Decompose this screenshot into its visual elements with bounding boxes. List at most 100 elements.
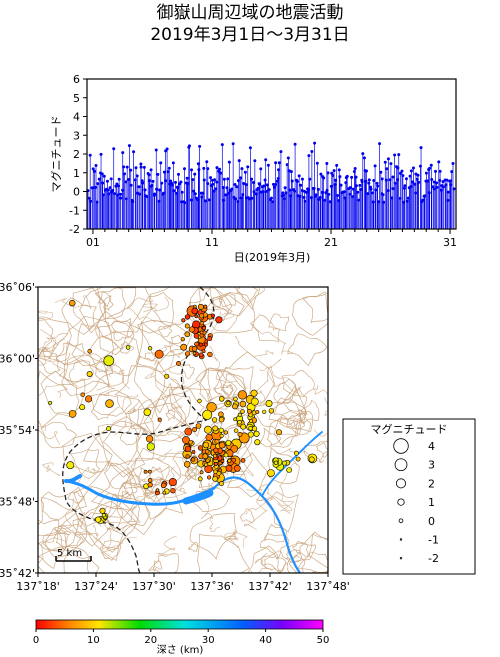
contour-line — [57, 499, 74, 535]
legend-label: 3 — [428, 459, 435, 472]
stem-point — [444, 183, 448, 187]
contour-line — [102, 361, 116, 381]
epicenter-point — [197, 303, 204, 310]
contour-line — [263, 523, 288, 543]
stem-point — [326, 171, 330, 175]
stem-point — [282, 197, 286, 201]
stem-point — [316, 187, 320, 191]
stem-point — [162, 170, 166, 174]
epicenter-point — [293, 450, 299, 456]
stem-point — [307, 154, 311, 158]
stem-point — [308, 177, 312, 181]
stem-point — [149, 168, 153, 172]
y-tick-label: 3 — [73, 129, 80, 142]
stem-point — [391, 175, 395, 179]
epicenter-point — [262, 409, 267, 414]
stem-point — [315, 161, 319, 165]
contour-line — [302, 291, 328, 324]
stem-point — [293, 142, 297, 146]
contour-line — [150, 476, 171, 505]
contour-line — [189, 513, 238, 560]
stem-point — [409, 169, 413, 173]
contour-line — [38, 537, 67, 564]
y-tick-label: 1 — [73, 167, 80, 180]
epicenter-point — [198, 352, 204, 358]
contour-line — [165, 467, 187, 498]
epicenter-point — [207, 475, 212, 480]
stem-point — [202, 166, 206, 170]
epicenter-point — [247, 431, 254, 438]
stem-point — [361, 152, 365, 156]
contour-line — [72, 287, 106, 334]
stem-point — [385, 167, 389, 171]
contour-line — [96, 287, 153, 334]
contour-line — [204, 513, 221, 532]
epicenter-point — [308, 456, 315, 463]
epicenter-point — [68, 409, 77, 418]
epicenter-point — [218, 416, 225, 423]
contour-line — [209, 346, 237, 383]
stem-point — [374, 188, 378, 192]
stem-point — [338, 175, 342, 179]
chart-title-line1: 御嶽山周辺域の地震活動 — [156, 3, 344, 23]
contour-line — [63, 353, 110, 389]
contour-line — [254, 552, 273, 573]
epicenter-point — [218, 427, 224, 433]
map-axis-ticks: 137˚18' 137˚24' 137˚30' 137˚36' 137˚42' 137˚4… — [0, 281, 350, 593]
contour-line — [106, 493, 151, 532]
stem-point — [437, 160, 441, 164]
stem-point — [248, 146, 252, 150]
stem-point — [279, 150, 283, 154]
epicenter-point — [194, 314, 199, 319]
y-tick-label: 6 — [73, 73, 80, 86]
stem-point — [350, 175, 354, 179]
stem-point — [262, 184, 266, 188]
stem-point — [179, 180, 183, 184]
stem-point — [423, 194, 427, 198]
topographic-contours — [38, 287, 328, 573]
river — [64, 431, 323, 573]
stem-point — [289, 170, 293, 174]
stem-point — [356, 190, 360, 194]
stem-point — [417, 180, 421, 184]
contour-line — [52, 353, 75, 383]
stem-point — [239, 176, 243, 180]
stem-point — [176, 172, 180, 176]
legend-label: 1 — [428, 496, 435, 509]
x-tick-label: 11 — [205, 236, 219, 249]
contour-line — [99, 515, 138, 550]
epicenter-point — [199, 313, 205, 319]
contour-line — [148, 553, 180, 573]
stem-point — [125, 165, 129, 169]
epicenter-point — [192, 351, 197, 356]
stem-point — [277, 161, 281, 165]
epicenter-point — [184, 427, 193, 436]
contour-line — [187, 464, 197, 478]
contour-line — [308, 533, 328, 569]
stem-point — [187, 144, 191, 148]
map-y-tick-label: 36˚00' — [0, 353, 35, 366]
contour-line — [246, 545, 282, 573]
contour-line — [198, 368, 238, 403]
contour-line — [273, 397, 307, 428]
scale-bar-label: 5 km — [57, 548, 82, 559]
epicenter-point — [246, 408, 252, 414]
epicenter-point — [199, 470, 204, 475]
stem-point — [432, 180, 436, 184]
contour-line — [89, 389, 132, 417]
stem-point — [94, 163, 98, 167]
contour-line — [172, 451, 205, 477]
contour-line — [270, 358, 301, 399]
map-x-tick-label: 137˚48' — [306, 580, 350, 593]
epicenter-point — [147, 482, 153, 488]
stem-point — [408, 174, 412, 178]
contour-line — [316, 442, 328, 458]
epicenter-point — [155, 488, 160, 493]
epicenter-point — [233, 428, 239, 433]
stem-point — [139, 162, 143, 166]
x-tick-label: 21 — [324, 236, 338, 249]
contour-line — [38, 518, 60, 545]
stem-point — [193, 192, 197, 196]
epicenter-point — [248, 418, 254, 423]
stem-point — [191, 178, 195, 182]
